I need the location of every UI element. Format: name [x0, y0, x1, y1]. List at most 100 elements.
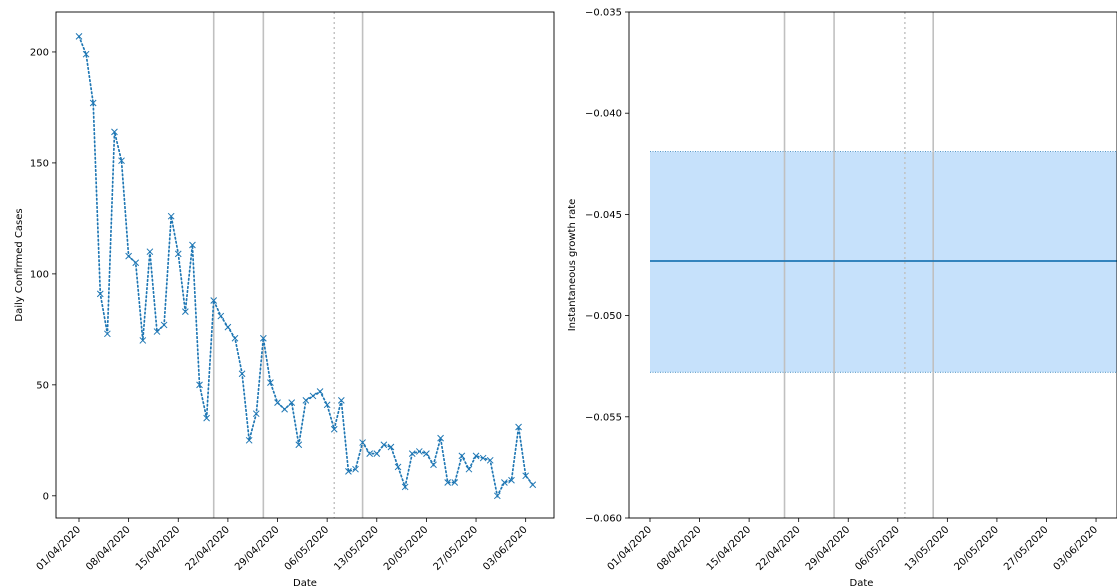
y-axis-label: Daily Confirmed Cases	[14, 208, 25, 321]
data-point	[408, 450, 416, 457]
plot-area	[75, 12, 537, 518]
x-tick-label: 06/05/2020	[853, 524, 902, 573]
x-tick-label: 22/04/2020	[754, 524, 803, 573]
y-axis-label: Instantaneous growth rate	[567, 199, 578, 332]
growth-rate-chart: −0.060 −0.055 −0.050 −0.045 −0.040 −0.035 01/0…	[567, 8, 1117, 588]
data-point	[196, 381, 203, 389]
data-point	[160, 321, 168, 329]
data-point	[96, 290, 104, 298]
y-tick-label: 150	[30, 158, 49, 169]
data-point	[82, 50, 90, 58]
data-point	[146, 248, 154, 256]
x-tick-label: 03/06/2020	[1052, 524, 1101, 573]
x-tick-label: 08/04/2020	[84, 524, 133, 573]
data-point	[451, 479, 459, 486]
data-point	[309, 392, 317, 400]
y-tick-label: 200	[30, 47, 49, 58]
data-point	[181, 308, 189, 315]
y-tick-label: −0.050	[585, 311, 622, 322]
x-tick-label: 01/04/2020	[35, 524, 84, 573]
x-tick-label: 27/05/2020	[432, 524, 481, 573]
x-tick-label: 29/04/2020	[804, 524, 853, 573]
x-tick-label: 15/04/2020	[134, 524, 183, 573]
daily-cases-chart: 0 50 100 150 200 01/04/2020 08/04/2020 15/04/20…	[14, 11, 555, 588]
data-point	[302, 397, 310, 404]
y-tick-label: −0.035	[585, 8, 622, 19]
series-line	[78, 35, 534, 499]
data-point	[274, 399, 281, 406]
x-tick-label: 13/05/2020	[332, 524, 381, 573]
data-point	[189, 241, 196, 249]
data-point	[323, 401, 331, 409]
x-tick-label: 01/04/2020	[606, 524, 655, 573]
data-point	[104, 330, 111, 338]
data-point	[359, 439, 366, 446]
x-tick-label: 27/05/2020	[1002, 524, 1051, 573]
data-point	[153, 328, 161, 335]
data-point	[259, 334, 267, 342]
axes-frame	[55, 11, 555, 519]
data-point	[352, 465, 359, 473]
data-point	[423, 450, 430, 457]
data-point	[515, 423, 522, 431]
x-tick-label: 20/05/2020	[953, 524, 1002, 573]
x-tick-label: 15/04/2020	[705, 524, 754, 573]
data-point	[345, 468, 352, 475]
plot-area	[650, 12, 1117, 518]
data-point	[288, 399, 296, 406]
data-point	[366, 450, 374, 457]
x-axis-label: Date	[850, 578, 874, 588]
data-point	[522, 472, 530, 480]
data-point	[75, 33, 83, 40]
data-point	[231, 334, 239, 342]
data-point	[125, 252, 132, 260]
y-tick-label: −0.055	[585, 412, 622, 423]
data-point	[493, 492, 501, 500]
data-point	[430, 461, 437, 469]
x-tick-label: 06/05/2020	[283, 524, 332, 573]
data-point	[508, 476, 515, 484]
data-point	[281, 405, 288, 413]
data-point	[238, 370, 246, 378]
x-tick-label: 03/06/2020	[481, 524, 530, 573]
data-point	[501, 479, 508, 486]
data-point	[401, 483, 409, 491]
y-tick-label: −0.060	[585, 514, 622, 525]
data-point	[465, 465, 473, 473]
x-tick-label: 22/04/2020	[183, 524, 232, 573]
data-point	[373, 450, 381, 457]
data-point	[479, 454, 487, 462]
data-point	[529, 481, 537, 489]
y-tick-label: 0	[43, 491, 49, 502]
data-point	[337, 397, 345, 404]
data-point	[139, 337, 147, 344]
data-point	[89, 99, 97, 107]
data-point	[245, 436, 253, 444]
x-axis-label: Date	[293, 578, 317, 588]
data-point	[330, 425, 338, 433]
x-tick-label: 13/05/2020	[903, 524, 952, 573]
data-point	[444, 479, 452, 486]
data-point	[252, 410, 260, 418]
data-point	[203, 414, 210, 422]
data-point	[387, 443, 395, 451]
data-point	[217, 312, 225, 320]
data-point	[316, 388, 324, 395]
y-tick-label: 100	[30, 269, 49, 280]
data-point	[437, 434, 444, 442]
axes-frame	[628, 11, 1117, 519]
data-point	[174, 250, 182, 258]
data-point	[132, 259, 140, 267]
data-point	[380, 441, 388, 449]
data-point	[295, 441, 303, 449]
data-point	[111, 128, 118, 136]
data-point	[415, 448, 423, 455]
y-tick-label: 50	[36, 380, 49, 391]
data-point	[210, 297, 218, 304]
confidence-band	[650, 151, 1117, 373]
data-point	[267, 379, 274, 386]
y-tick-label: −0.040	[585, 109, 622, 120]
data-point	[167, 212, 175, 220]
x-tick-label: 08/04/2020	[655, 524, 704, 573]
